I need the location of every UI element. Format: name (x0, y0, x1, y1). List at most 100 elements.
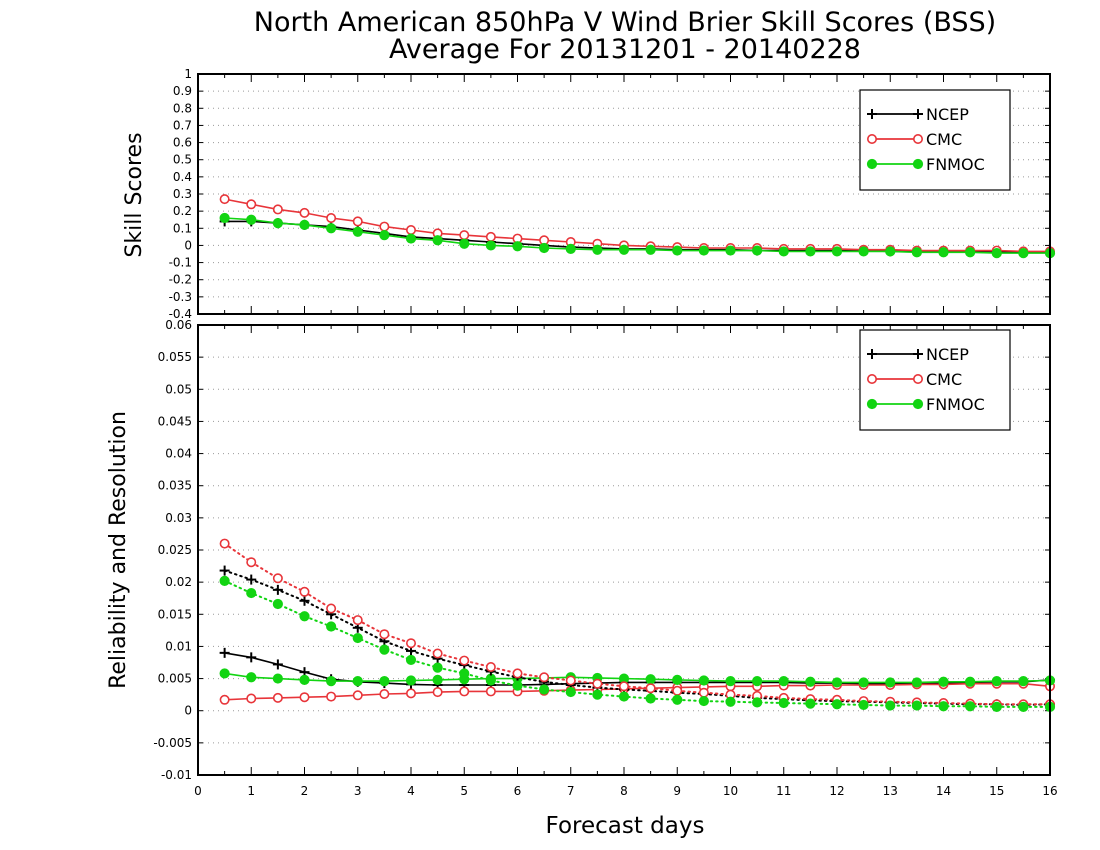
bottom-cmc-point (592, 678, 603, 689)
top-cmc-point (219, 194, 230, 205)
top-series-ncep-line (224, 220, 1050, 254)
bottom-fnmoc-point (246, 672, 257, 683)
top-fnmoc-point (965, 247, 976, 258)
bottom-x-tick-label: 15 (989, 784, 1004, 798)
bottom-x-tick-label: 9 (673, 784, 681, 798)
top-plot-frame (197, 73, 1051, 315)
bottom-fnmoc-point (1018, 701, 1029, 712)
top-fnmoc-point (326, 223, 337, 234)
top-legend-label-ncep: NCEP (926, 105, 969, 124)
bottom-cmc-point (219, 538, 230, 549)
bottom-cmc-point (485, 661, 496, 672)
top-y-tick-label: -0.3 (169, 290, 192, 304)
bottom-legend-marker-cmc (912, 373, 923, 384)
bottom-y-tick-label: 0.06 (165, 318, 192, 332)
top-legend-marker-cmc (866, 134, 877, 145)
bottom-fnmoc-point (645, 693, 656, 704)
bottom-series-ncep-line (224, 652, 1051, 686)
bottom-cmc-point (459, 655, 470, 666)
bottom-x-tick-label: 1 (247, 784, 255, 798)
bottom-x-tick-label: 4 (407, 784, 415, 798)
top-fnmoc-point (512, 241, 523, 252)
top-y-tick-label: 0.4 (173, 170, 192, 184)
bottom-x-tick-label: 6 (514, 784, 522, 798)
bottom-fnmoc-point (991, 701, 1002, 712)
top-legend-marker-ncep (867, 109, 877, 119)
bottom-fnmoc-point (405, 675, 417, 686)
bottom-cmc-point (698, 687, 709, 698)
bottom-fnmoc-point (459, 668, 470, 679)
bottom-y-tick-label: 0.055 (158, 350, 192, 364)
bottom-x-tick-label: 12 (829, 784, 844, 798)
bottom-x-tick-label: 0 (194, 784, 202, 798)
bottom-ncep-point (272, 659, 283, 670)
bottom-x-tick-label: 14 (936, 784, 951, 798)
bottom-fnmoc-point (352, 632, 363, 644)
bottom-y-tick-label: 0 (184, 704, 192, 718)
bottom-x-tick-label: 16 (1042, 784, 1057, 798)
bottom-cmc-point (405, 638, 416, 649)
bottom-fnmoc-point (965, 701, 976, 712)
bottom-fnmoc-point (565, 686, 576, 698)
bottom-fnmoc-point (752, 697, 763, 708)
bottom-fnmoc-point (805, 676, 816, 687)
bottom-fnmoc-point (858, 677, 869, 688)
bottom-y-tick-label: 0.045 (158, 414, 192, 428)
top-fnmoc-point (1018, 248, 1029, 259)
bottom-y-tick-label: 0.05 (165, 382, 192, 396)
bottom-fnmoc-point (885, 700, 896, 711)
bottom-fnmoc-point (672, 694, 683, 705)
top-legend-label-fnmoc: FNMOC (926, 155, 985, 174)
bottom-panel-y-axis-label: Reliability and Resolution (106, 411, 131, 689)
top-fnmoc-point (405, 233, 417, 244)
bottom-cmc-point (405, 688, 416, 699)
bottom-fnmoc-point (272, 598, 283, 610)
bottom-fnmoc-point (246, 587, 257, 599)
bottom-fnmoc-point (1018, 676, 1029, 687)
top-y-tick-label: -0.1 (169, 256, 192, 270)
top-fnmoc-point (539, 242, 550, 254)
bottom-ncep-point (219, 565, 230, 576)
bottom-fnmoc-point (219, 575, 230, 586)
bottom-cmc-point (299, 692, 310, 703)
bottom-legend-marker-ncep (913, 349, 923, 359)
bottom-fnmoc-point (752, 676, 763, 687)
bottom-fnmoc-point (858, 699, 869, 711)
top-series-fnmoc-line (224, 217, 1050, 254)
top-y-tick-label: 0.1 (173, 221, 192, 235)
bottom-x-tick-label: 13 (883, 784, 898, 798)
bottom-cmc-point (485, 686, 496, 697)
bottom-fnmoc-point (885, 677, 896, 688)
top-y-tick-label: 0 (184, 238, 192, 252)
reliability-resolution-panel: 0.060.0550.050.0450.040.0350.030.0250.02… (153, 318, 1057, 798)
bottom-y-tick-label: 0.04 (165, 447, 192, 461)
bottom-fnmoc-point (485, 675, 496, 686)
bottom-cmc-point (672, 685, 683, 696)
bottom-fnmoc-point (405, 654, 417, 666)
bottom-cmc-point (326, 603, 337, 614)
top-legend: NCEP CMC FNMOC (859, 89, 1011, 191)
top-y-tick-label: 0.3 (173, 187, 192, 201)
bottom-legend-box (859, 329, 1011, 431)
top-fnmoc-point (299, 219, 310, 230)
bottom-cmc-point (539, 672, 550, 683)
bottom-fnmoc-point (539, 684, 550, 695)
top-cmc-point (459, 230, 470, 241)
bottom-legend: NCEP CMC FNMOC (859, 329, 1011, 431)
top-cmc-point (272, 204, 283, 215)
top-fnmoc-point (379, 230, 390, 241)
top-fnmoc-point (565, 243, 576, 254)
bottom-ncep-point (272, 584, 283, 595)
top-fnmoc-point (432, 235, 443, 246)
top-fnmoc-point (352, 226, 363, 237)
bottom-x-tick-label: 10 (723, 784, 738, 798)
bottom-fnmoc-point (778, 697, 789, 709)
bottom-legend-marker-fnmoc (912, 398, 924, 410)
bottom-cmc-point (512, 668, 523, 679)
top-fnmoc-point (219, 212, 230, 224)
bottom-series-cmc-dotted-line (223, 542, 1051, 706)
bottom-fnmoc-point (432, 662, 443, 673)
top-y-tick-label: 0.7 (173, 118, 192, 132)
top-legend-marker-fnmoc (866, 158, 878, 170)
